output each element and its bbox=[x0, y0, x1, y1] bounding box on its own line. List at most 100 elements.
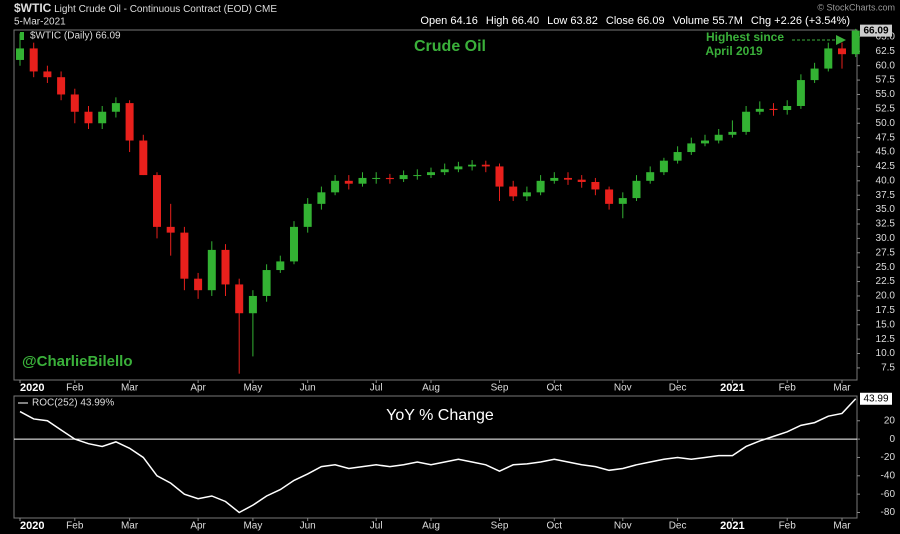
y-tick-label: 15.0 bbox=[876, 319, 896, 330]
x-tick-label: Jun bbox=[300, 383, 316, 394]
quote-item: High 66.40 bbox=[486, 15, 539, 27]
y-tick-label: 20 bbox=[884, 415, 896, 426]
candle-body bbox=[714, 134, 723, 141]
candle-body bbox=[728, 131, 737, 135]
y-tick-label: -60 bbox=[881, 489, 896, 500]
legend: $WTIC (Daily) 66.09 bbox=[30, 31, 121, 42]
y-tick-label: 55.0 bbox=[876, 89, 896, 100]
candle-body bbox=[550, 177, 559, 181]
candle-body bbox=[632, 180, 641, 199]
candle-body bbox=[755, 108, 764, 112]
candle-body bbox=[769, 108, 778, 111]
candle-body bbox=[180, 232, 189, 279]
y-tick-label: 12.5 bbox=[876, 334, 896, 345]
candle-body bbox=[194, 278, 203, 291]
candle-body bbox=[344, 180, 353, 184]
instrument-name: Light Crude Oil - Continuous Contract (E… bbox=[54, 4, 252, 15]
candle-body bbox=[509, 186, 518, 197]
candle-body bbox=[331, 180, 340, 193]
candle-body bbox=[57, 77, 66, 95]
y-tick-label: 25.0 bbox=[876, 262, 896, 273]
candle-body bbox=[481, 164, 490, 167]
x-tick-label: Sep bbox=[491, 521, 509, 532]
x-tick-label: Dec bbox=[669, 383, 687, 394]
candle-body bbox=[495, 166, 504, 187]
date: 5-Mar-2021 bbox=[14, 17, 66, 28]
quote-item: Open 64.16 bbox=[420, 15, 478, 27]
candle-body bbox=[413, 175, 422, 177]
last-value: 66.09 bbox=[863, 25, 888, 36]
x-tick-label: Mar bbox=[121, 383, 139, 394]
y-tick-label: 17.5 bbox=[876, 305, 896, 316]
x-tick-label: May bbox=[243, 383, 262, 394]
candle-body bbox=[29, 48, 38, 72]
watermark: @CharlieBilello bbox=[22, 353, 133, 370]
x-tick-label: Mar bbox=[833, 383, 851, 394]
x-tick-label: 2020 bbox=[20, 520, 44, 532]
exchange: CME bbox=[255, 4, 278, 15]
y-tick-label: 45.0 bbox=[876, 147, 896, 158]
chart-title: Crude Oil bbox=[414, 38, 486, 55]
candle-body bbox=[166, 226, 175, 233]
candle-body bbox=[235, 284, 244, 314]
header-title: $WTIC Light Crude Oil - Continuous Contr… bbox=[14, 1, 277, 15]
y-tick-label: 22.5 bbox=[876, 276, 896, 287]
x-tick-label: Jul bbox=[370, 383, 383, 394]
candle-body bbox=[358, 177, 367, 184]
candle-body bbox=[659, 160, 668, 173]
arrow-head bbox=[836, 35, 846, 45]
candle-body bbox=[564, 177, 572, 180]
y-tick-label: 62.5 bbox=[876, 46, 896, 57]
y-tick-label: -80 bbox=[881, 507, 896, 518]
x-tick-label: Feb bbox=[779, 383, 797, 394]
panel-title: YoY % Change bbox=[386, 407, 494, 424]
x-tick-label: Apr bbox=[190, 521, 206, 532]
candle-body bbox=[824, 48, 833, 69]
y-tick-label: 57.5 bbox=[876, 75, 896, 86]
annotation: Highest since bbox=[706, 30, 784, 44]
candle-body bbox=[372, 177, 381, 179]
y-tick-label: 37.5 bbox=[876, 190, 896, 201]
candle-body bbox=[468, 164, 477, 167]
price-panel bbox=[13, 29, 858, 381]
x-tick-label: Nov bbox=[614, 383, 632, 394]
candle-body bbox=[742, 111, 751, 132]
x-tick-label: Jul bbox=[370, 521, 383, 532]
x-tick-label: 2021 bbox=[720, 382, 744, 394]
roc-line bbox=[19, 398, 857, 514]
y-tick-label: 50.0 bbox=[876, 118, 896, 129]
candle-body bbox=[577, 179, 586, 182]
candle-body bbox=[276, 261, 285, 271]
legend: ROC(252) 43.99% bbox=[32, 398, 114, 409]
candle-body bbox=[536, 180, 545, 193]
y-tick-label: 35.0 bbox=[876, 204, 896, 215]
candle-body bbox=[618, 198, 627, 204]
candle-body bbox=[43, 71, 52, 78]
candle-body bbox=[427, 172, 435, 176]
x-tick-label: Dec bbox=[669, 521, 687, 532]
y-tick-label: -40 bbox=[881, 470, 896, 481]
candle-body bbox=[522, 192, 531, 197]
y-tick-label: 10.0 bbox=[876, 348, 896, 359]
x-tick-label: Feb bbox=[779, 521, 797, 532]
x-tick-label: 2020 bbox=[20, 382, 44, 394]
candle-body bbox=[687, 143, 696, 153]
last-value-box bbox=[860, 392, 892, 405]
y-tick-label: 47.5 bbox=[876, 132, 896, 143]
candle-body bbox=[262, 270, 271, 296]
y-tick-label: 20.0 bbox=[876, 291, 896, 302]
candle-body bbox=[70, 94, 79, 112]
y-tick-label: 30.0 bbox=[876, 233, 896, 244]
y-tick-label: 60.0 bbox=[876, 60, 896, 71]
candle-body bbox=[98, 111, 107, 124]
candle-body bbox=[125, 103, 134, 141]
x-tick-label: Aug bbox=[422, 521, 440, 532]
candle-body bbox=[605, 189, 614, 204]
x-tick-label: Feb bbox=[66, 521, 84, 532]
x-tick-label: 2021 bbox=[720, 520, 744, 532]
quote: Open 64.16 High 66.40 Low 63.82 Close 66.09… bbox=[420, 15, 850, 27]
x-tick-label: Apr bbox=[190, 383, 206, 394]
x-tick-label: Nov bbox=[614, 521, 632, 532]
y-tick-label: 40.0 bbox=[876, 175, 896, 186]
